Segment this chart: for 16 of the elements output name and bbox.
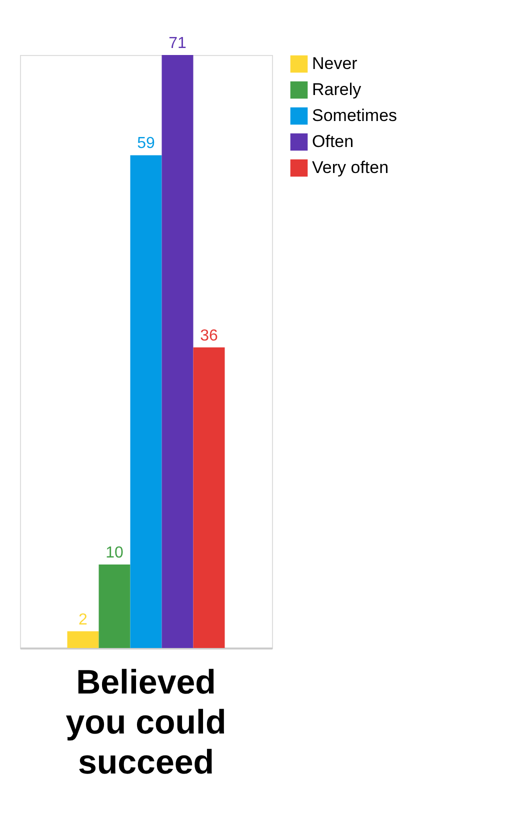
- legend-label: Rarely: [312, 80, 362, 99]
- data-label: 10: [106, 544, 124, 562]
- bar: [193, 347, 225, 648]
- legend-label: Never: [312, 54, 358, 73]
- x-tick-label: Believed you could succeed: [66, 664, 226, 782]
- bar: [67, 631, 99, 648]
- data-label: 2: [78, 611, 88, 628]
- bar: [130, 155, 162, 648]
- bar: [98, 564, 130, 648]
- data-label: 59: [137, 135, 155, 152]
- data-label: 36: [200, 327, 218, 344]
- data-label: 71: [168, 35, 186, 52]
- legend-label: Very often: [312, 158, 389, 177]
- bar: [162, 55, 194, 648]
- legend-label: Sometimes: [312, 106, 398, 125]
- legend-label: Often: [312, 132, 354, 151]
